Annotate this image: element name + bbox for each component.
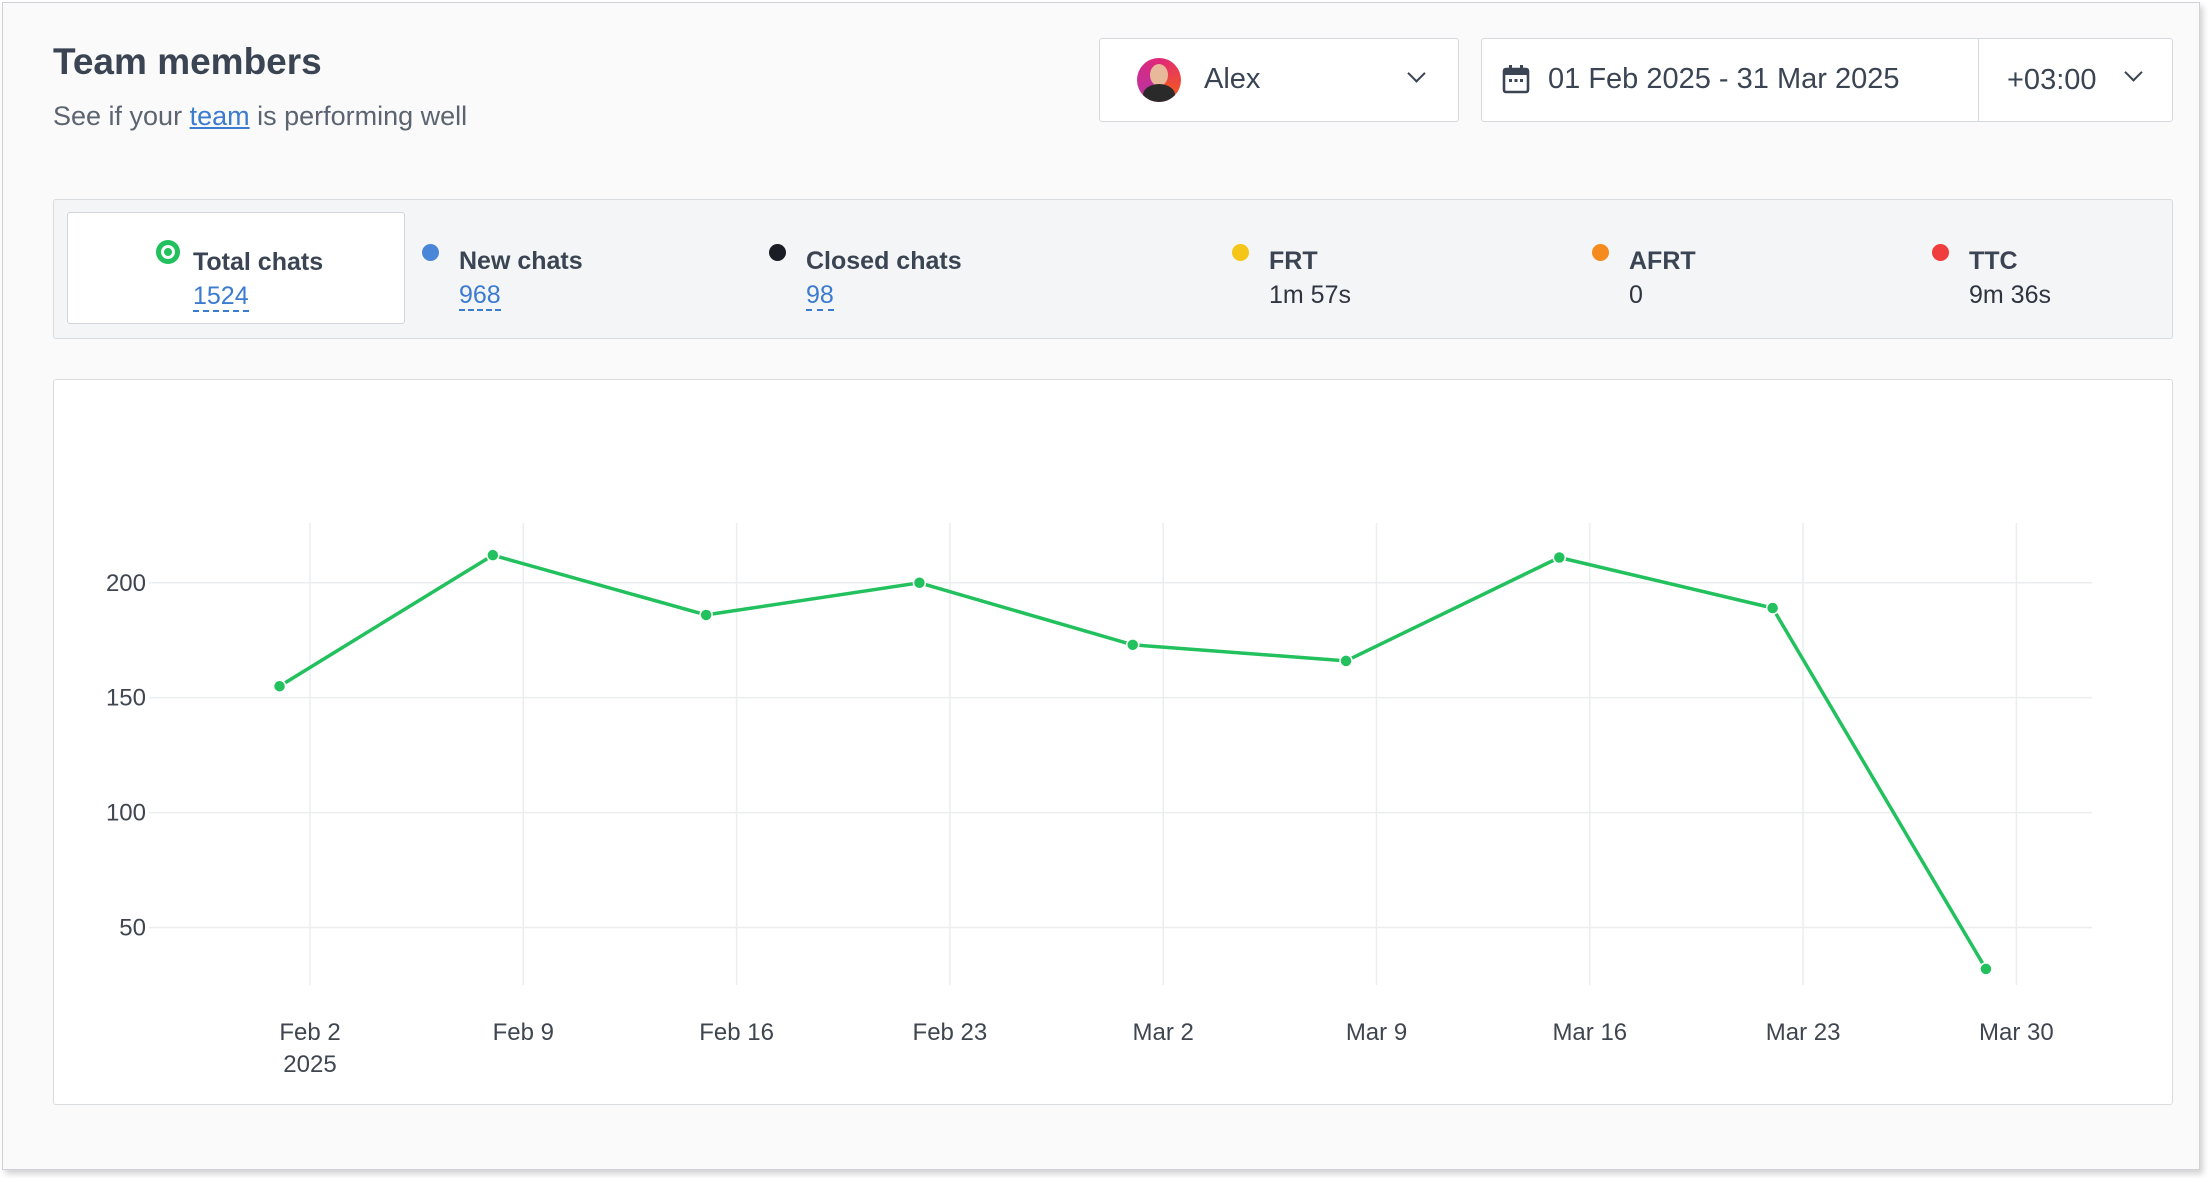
data-point (486, 548, 500, 562)
line-chart: 50 100 150 200 Feb 2 Feb 9 Feb 16 Feb 23 Mar 2 Ma… (106, 523, 2092, 1078)
date-range-input[interactable]: 01 Feb 2025 - 31 Mar 2025 (1548, 63, 1900, 95)
series-line (278, 553, 1988, 970)
y-tick-label: 50 (119, 915, 146, 942)
stat-value[interactable]: 98 (806, 281, 834, 311)
stat-new-chats[interactable]: New chats 968 (422, 212, 722, 324)
agent-select[interactable]: Alex (1099, 38, 1459, 122)
stat-label: AFRT (1629, 247, 1696, 275)
stat-label: New chats (459, 247, 583, 275)
stat-afrt[interactable]: AFRT 0 (1592, 212, 1792, 324)
stat-label: Closed chats (806, 247, 962, 275)
data-point (272, 679, 287, 693)
agent-name: Alex (1204, 63, 1261, 95)
chevron-down-icon (2124, 63, 2143, 82)
stat-value: 0 (1629, 281, 1643, 309)
data-point (1979, 962, 1993, 976)
chevron-down-icon (1407, 64, 1426, 83)
stat-label: TTC (1969, 247, 2018, 275)
chart-card: 50 100 150 200 Feb 2 Feb 9 Feb 16 Feb 23 Mar 2 Ma… (53, 379, 2173, 1105)
x-tick-label: Mar 30 (1979, 1019, 2054, 1046)
series-dot-icon (769, 244, 786, 261)
calendar-icon (1502, 65, 1530, 94)
stat-label: Total chats (193, 248, 324, 276)
y-tick-label: 200 (106, 570, 146, 597)
y-tick-label: 150 (106, 685, 146, 712)
page-title: Team members (53, 41, 322, 82)
stat-ttc[interactable]: TTC 9m 36s (1932, 212, 2152, 324)
data-point (1552, 550, 1567, 565)
stat-total-chats[interactable]: Total chats 1524 (67, 212, 405, 324)
data-point (912, 576, 927, 590)
series-dot-icon (156, 240, 180, 264)
series-dot-icon (1232, 244, 1249, 261)
data-point (1765, 601, 1780, 615)
x-tick-label: Feb 9 (493, 1019, 554, 1046)
x-tick-label: Feb 2 (279, 1019, 340, 1046)
timezone-select[interactable]: +03:00 (1979, 39, 2172, 121)
avatar (1137, 58, 1181, 102)
stat-value[interactable]: 1524 (193, 282, 249, 312)
x-tick-label: Mar 9 (1346, 1019, 1407, 1046)
series-dot-icon (1592, 244, 1609, 261)
stat-value: 9m 36s (1969, 281, 2051, 309)
team-link[interactable]: team (189, 101, 250, 131)
x-tick-year-label: 2025 (283, 1051, 336, 1078)
divider (1978, 39, 1979, 121)
stats-bar: Total chats 1524 New chats 968 Closed chats 9… (53, 199, 2173, 339)
data-point (1339, 654, 1353, 668)
x-tick-label: Mar 2 (1133, 1019, 1194, 1046)
subtitle-prefix: See if your (53, 101, 190, 131)
x-tick-label: Mar 16 (1552, 1019, 1627, 1046)
stat-frt[interactable]: FRT 1m 57s (1232, 212, 1432, 324)
x-tick-label: Feb 23 (913, 1019, 988, 1046)
series-dot-icon (1932, 244, 1949, 261)
date-range-picker: 01 Feb 2025 - 31 Mar 2025 +03:00 (1481, 38, 2173, 122)
timezone-value: +03:00 (2007, 64, 2097, 96)
data-point (699, 608, 713, 622)
y-tick-label: 100 (106, 800, 146, 827)
stat-closed-chats[interactable]: Closed chats 98 (769, 212, 1069, 324)
x-tick-label: Feb 16 (699, 1019, 774, 1046)
x-tick-label: Mar 23 (1766, 1019, 1841, 1046)
stat-label: FRT (1269, 247, 1318, 275)
series-dot-icon (422, 244, 439, 261)
data-point (1125, 638, 1140, 652)
stat-value: 1m 57s (1269, 281, 1351, 309)
subtitle-suffix: is performing well (249, 101, 468, 131)
page-subtitle: See if your team is performing well (53, 101, 467, 132)
stat-value[interactable]: 968 (459, 281, 501, 311)
